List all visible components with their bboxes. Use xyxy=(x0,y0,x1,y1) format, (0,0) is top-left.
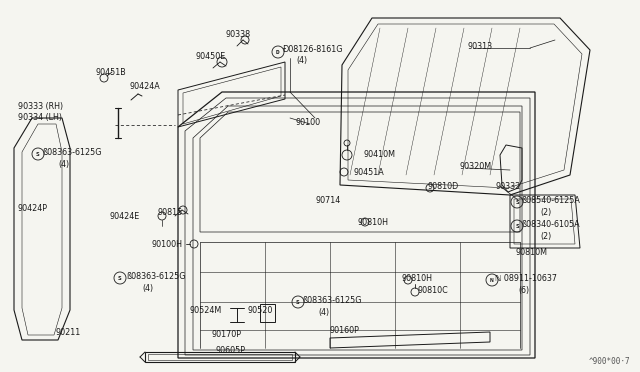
Text: 90100H: 90100H xyxy=(151,240,182,249)
Text: 90424E: 90424E xyxy=(110,212,140,221)
Text: 90338: 90338 xyxy=(225,30,250,39)
Text: S: S xyxy=(515,224,519,228)
Text: 90451A: 90451A xyxy=(353,168,384,177)
Text: 90810M: 90810M xyxy=(516,248,548,257)
Text: (2): (2) xyxy=(540,232,551,241)
Text: 90334 (LH): 90334 (LH) xyxy=(18,113,62,122)
Text: 90333 (RH): 90333 (RH) xyxy=(18,102,63,111)
Text: (4): (4) xyxy=(296,56,307,65)
Text: 90424P: 90424P xyxy=(18,204,48,213)
Text: ß08363-6125G: ß08363-6125G xyxy=(302,296,362,305)
Text: (4): (4) xyxy=(58,160,69,169)
Text: S: S xyxy=(36,151,40,157)
Text: 90313: 90313 xyxy=(468,42,493,51)
Text: (2): (2) xyxy=(540,208,551,217)
Text: 90170P: 90170P xyxy=(212,330,242,339)
Text: D: D xyxy=(276,49,280,55)
Text: N: N xyxy=(490,278,494,282)
Text: 90810D: 90810D xyxy=(427,182,458,191)
Text: 90320M: 90320M xyxy=(459,162,491,171)
Text: Ð08126-8161G: Ð08126-8161G xyxy=(283,45,344,54)
Text: 90160P: 90160P xyxy=(330,326,360,335)
Text: 90520: 90520 xyxy=(247,306,273,315)
Text: S: S xyxy=(118,276,122,280)
Text: 90810H: 90810H xyxy=(402,274,433,283)
Text: ß08363-6125G: ß08363-6125G xyxy=(126,272,186,281)
Text: S: S xyxy=(515,199,519,205)
Text: 90424A: 90424A xyxy=(130,82,161,91)
Text: 90450E: 90450E xyxy=(195,52,225,61)
Text: ℕ 08911-10637: ℕ 08911-10637 xyxy=(495,274,557,283)
Text: 90810H: 90810H xyxy=(358,218,389,227)
Text: ß08363-6125G: ß08363-6125G xyxy=(42,148,102,157)
Text: (6): (6) xyxy=(518,286,529,295)
Text: 90410M: 90410M xyxy=(363,150,395,159)
Text: 90211: 90211 xyxy=(55,328,80,337)
Text: (4): (4) xyxy=(318,308,329,317)
Text: ^900*00·7: ^900*00·7 xyxy=(588,357,630,366)
Text: 90100: 90100 xyxy=(295,118,320,127)
Text: 90605P: 90605P xyxy=(215,346,245,355)
Text: 90714: 90714 xyxy=(315,196,340,205)
Text: ß08340-6105A: ß08340-6105A xyxy=(521,220,580,229)
Text: 90332: 90332 xyxy=(495,182,520,191)
Text: (4): (4) xyxy=(142,284,153,293)
Text: 90810C: 90810C xyxy=(418,286,449,295)
Text: ß08540-6125A: ß08540-6125A xyxy=(521,196,580,205)
Text: 90451B: 90451B xyxy=(95,68,125,77)
Text: S: S xyxy=(296,299,300,305)
Text: 90524M: 90524M xyxy=(189,306,221,315)
Text: 90815: 90815 xyxy=(157,208,182,217)
